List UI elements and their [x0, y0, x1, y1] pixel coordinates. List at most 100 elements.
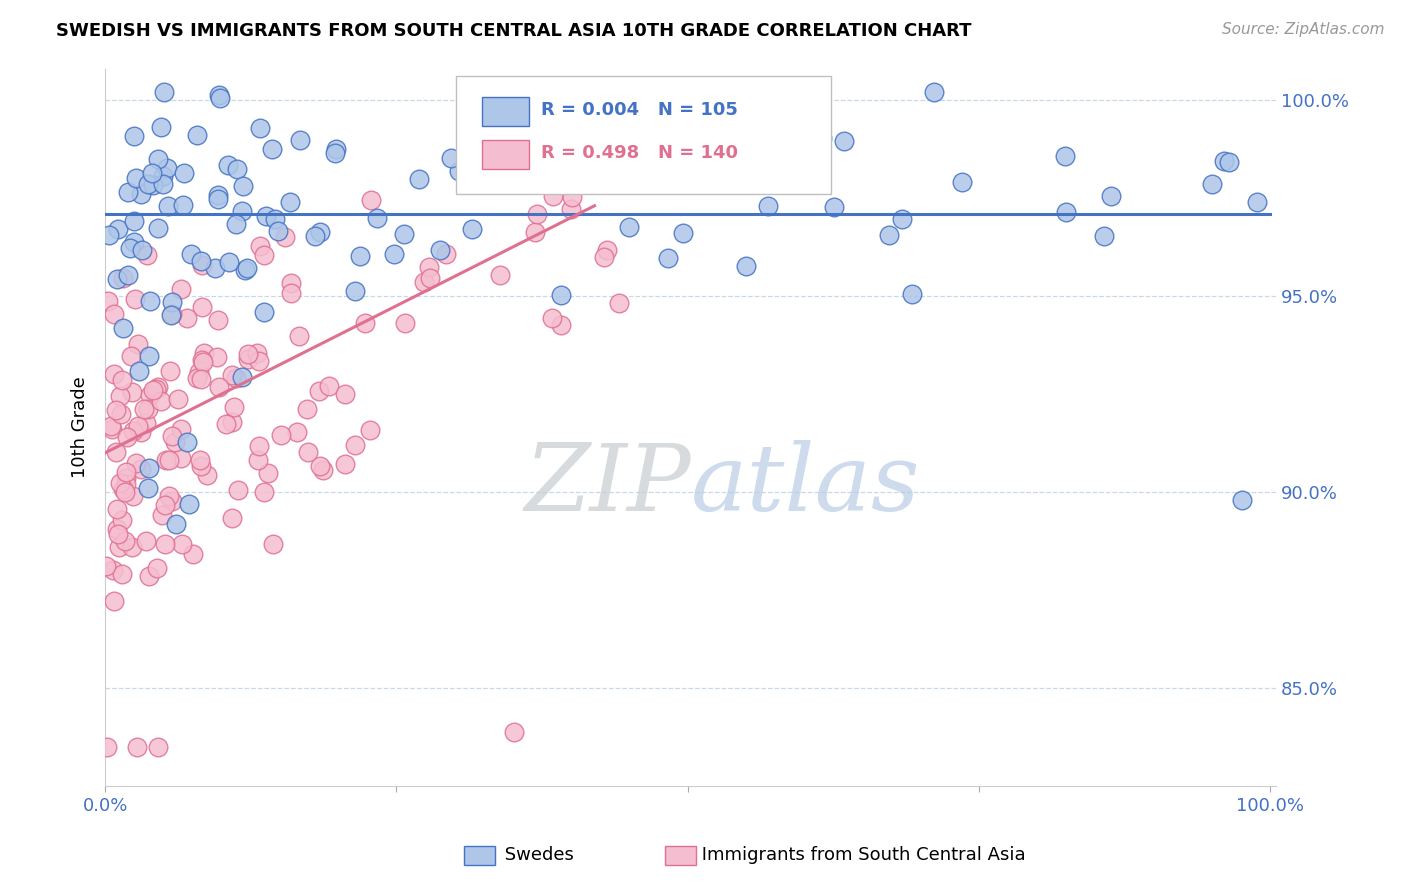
- Point: [142, 178, 165, 192]
- Point: [190, 254, 212, 268]
- Point: [550, 318, 572, 332]
- Point: [208, 88, 231, 103]
- Point: [172, 198, 194, 212]
- Point: [226, 483, 249, 498]
- Point: [447, 164, 470, 178]
- Text: atlas: atlas: [690, 440, 920, 530]
- Point: [100, 418, 122, 433]
- Point: [195, 468, 218, 483]
- Point: [127, 739, 149, 754]
- Point: [832, 134, 855, 148]
- Point: [108, 475, 131, 490]
- Point: [110, 389, 132, 403]
- Text: Source: ZipAtlas.com: Source: ZipAtlas.com: [1222, 22, 1385, 37]
- Point: [103, 563, 125, 577]
- Point: [124, 235, 146, 250]
- Point: [1232, 492, 1254, 507]
- Point: [491, 145, 513, 159]
- Point: [207, 313, 229, 327]
- Point: [97, 228, 120, 243]
- Text: R = 0.498   N = 140: R = 0.498 N = 140: [541, 145, 738, 162]
- Point: [502, 724, 524, 739]
- Text: SWEDISH VS IMMIGRANTS FROM SOUTH CENTRAL ASIA 10TH GRADE CORRELATION CHART: SWEDISH VS IMMIGRANTS FROM SOUTH CENTRAL…: [56, 22, 972, 40]
- Point: [274, 230, 297, 244]
- Point: [215, 417, 238, 432]
- Point: [117, 185, 139, 199]
- Point: [157, 452, 180, 467]
- Point: [605, 163, 627, 178]
- Point: [335, 387, 357, 401]
- Point: [190, 453, 212, 467]
- Point: [114, 484, 136, 499]
- Point: [204, 261, 226, 276]
- Point: [254, 209, 277, 223]
- Point: [127, 336, 149, 351]
- Point: [134, 402, 156, 417]
- Point: [120, 241, 142, 255]
- Point: [124, 456, 146, 470]
- Point: [344, 285, 367, 299]
- Point: [264, 212, 287, 227]
- Point: [105, 272, 128, 286]
- Point: [145, 383, 167, 397]
- Point: [121, 385, 143, 400]
- Point: [110, 566, 132, 581]
- Point: [128, 364, 150, 378]
- Point: [233, 262, 256, 277]
- Point: [408, 172, 430, 186]
- Point: [191, 353, 214, 368]
- Point: [325, 142, 347, 156]
- Point: [156, 199, 179, 213]
- Point: [304, 228, 326, 243]
- Point: [236, 260, 259, 275]
- Point: [285, 425, 308, 440]
- Point: [657, 252, 679, 266]
- Point: [153, 85, 176, 99]
- Point: [167, 392, 190, 407]
- Point: [107, 221, 129, 235]
- Text: R = 0.004   N = 105: R = 0.004 N = 105: [541, 101, 738, 120]
- Point: [780, 127, 803, 141]
- Point: [96, 559, 118, 574]
- Point: [186, 370, 208, 384]
- Point: [122, 214, 145, 228]
- Point: [117, 268, 139, 283]
- Point: [170, 422, 193, 436]
- Point: [193, 354, 215, 368]
- Point: [311, 463, 333, 477]
- Point: [550, 114, 572, 128]
- Point: [131, 186, 153, 201]
- Point: [172, 537, 194, 551]
- Point: [165, 435, 187, 450]
- Point: [287, 328, 309, 343]
- Bar: [482, 97, 529, 126]
- Point: [207, 192, 229, 206]
- Point: [253, 485, 276, 500]
- Point: [209, 91, 232, 105]
- Point: [384, 247, 406, 261]
- Point: [950, 175, 973, 189]
- Point: [318, 378, 340, 392]
- Point: [1099, 189, 1122, 203]
- Point: [360, 193, 382, 207]
- Point: [247, 452, 270, 467]
- Point: [349, 249, 371, 263]
- Point: [148, 152, 170, 166]
- Bar: [482, 140, 529, 169]
- Point: [138, 349, 160, 363]
- Point: [138, 388, 160, 402]
- Point: [354, 316, 377, 330]
- Point: [225, 371, 247, 385]
- Point: [231, 204, 253, 219]
- Point: [141, 166, 163, 180]
- Point: [922, 85, 945, 99]
- Point: [125, 170, 148, 185]
- Point: [110, 407, 132, 421]
- Point: [186, 128, 208, 143]
- Point: [103, 367, 125, 381]
- Point: [366, 211, 388, 225]
- Point: [224, 400, 246, 414]
- Point: [105, 501, 128, 516]
- Point: [135, 417, 157, 431]
- Point: [280, 285, 302, 300]
